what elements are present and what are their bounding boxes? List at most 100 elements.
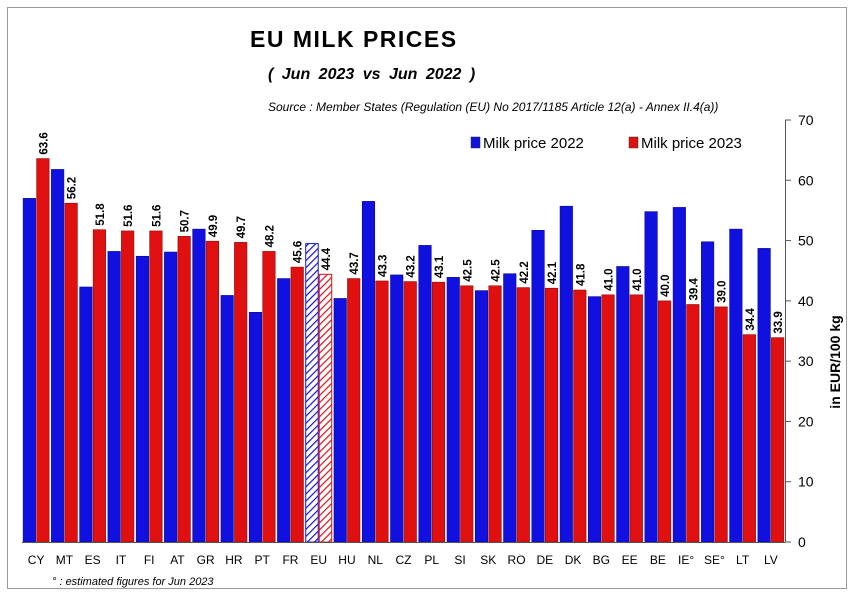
bar-2023-FI	[149, 230, 163, 543]
bar-2022-FR	[277, 278, 291, 543]
bar-2023-BG	[601, 294, 615, 543]
category-label-SE°: SE°	[704, 553, 725, 567]
category-label-IT: IT	[116, 553, 127, 567]
bar-2023-RO	[516, 287, 530, 543]
bar-2022-MT	[51, 169, 65, 543]
category-label-CZ: CZ	[396, 553, 412, 567]
bar-2022-CZ	[390, 274, 404, 543]
bar-2022-ES	[79, 286, 93, 543]
value-label-HR: 49.7	[236, 216, 248, 238]
category-label-IE°: IE°	[678, 553, 694, 567]
footnote: ° : estimated figures for Jun 2023	[52, 576, 214, 588]
bar-2022-SE°	[701, 241, 715, 543]
value-label-FR: 45.6	[293, 241, 305, 263]
value-label-GR: 49.9	[208, 215, 220, 237]
value-label-NL: 43.3	[377, 255, 389, 277]
category-label-HR: HR	[225, 553, 243, 567]
category-label-SK: SK	[480, 553, 496, 567]
bar-2022-PT	[248, 312, 263, 543]
bar-2022-BG	[588, 296, 602, 543]
category-label-BG: BG	[593, 553, 610, 567]
bar-2022-CY	[22, 198, 36, 543]
bar-2023-SI	[460, 285, 474, 543]
value-label-IE°: 39.4	[688, 277, 700, 300]
category-label-NL: NL	[368, 553, 384, 567]
category-label-EE: EE	[622, 553, 638, 567]
y-axis-title: in EUR/100 kg	[827, 315, 843, 408]
category-label-EU: EU	[310, 553, 327, 567]
category-label-AT: AT	[170, 553, 185, 567]
bar-2023-SE°	[714, 306, 728, 543]
bar-2023-ES	[92, 229, 106, 543]
bar-2022-PL	[418, 245, 432, 543]
bar-2023-EU	[318, 273, 333, 543]
bar-2023-IT	[121, 230, 135, 543]
bar-2022-SI	[446, 277, 460, 543]
y-tick-label: 10	[798, 474, 814, 490]
category-label-LT: LT	[736, 553, 750, 567]
bar-2022-SK	[474, 290, 489, 543]
bar-2023-CZ	[403, 281, 417, 543]
value-label-SI: 42.5	[462, 259, 474, 282]
value-label-CY: 63.6	[38, 132, 50, 154]
category-label-HU: HU	[338, 553, 355, 567]
value-label-SE°: 39.0	[717, 280, 729, 302]
value-label-CZ: 43.2	[406, 255, 418, 277]
bar-2023-EE	[629, 294, 643, 543]
value-label-HU: 43.7	[349, 252, 361, 274]
y-tick-label: 50	[798, 233, 814, 249]
category-label-MT: MT	[56, 553, 74, 567]
bar-2022-DK	[559, 205, 573, 543]
bar-2022-AT	[164, 251, 178, 543]
value-label-BG: 41.0	[604, 268, 616, 290]
value-label-PT: 48.2	[264, 225, 276, 247]
category-label-PL: PL	[424, 553, 439, 567]
y-tick-label: 40	[798, 293, 814, 309]
bar-2023-IE°	[686, 304, 700, 543]
bar-2023-LV	[771, 337, 785, 543]
y-tick-label: 20	[798, 413, 814, 429]
bar-2022-BE	[644, 211, 658, 543]
value-label-EU: 44.4	[321, 247, 333, 270]
bar-2023-HR	[234, 242, 248, 543]
value-label-SK: 42.5	[491, 259, 503, 282]
y-tick-label: 60	[798, 172, 814, 188]
bar-2023-LT	[742, 334, 756, 543]
bar-2022-HR	[220, 295, 234, 543]
value-label-ES: 51.8	[95, 203, 107, 226]
bar-2023-PL	[431, 281, 446, 543]
value-label-AT: 50.7	[180, 210, 192, 232]
bar-2023-HU	[347, 278, 361, 543]
legend-swatch-2023	[628, 136, 639, 149]
bar-2022-EU	[305, 243, 319, 543]
bar-2022-LT	[729, 228, 743, 543]
bar-2022-EE	[616, 266, 630, 543]
category-label-SI: SI	[454, 553, 465, 567]
bar-2022-RO	[503, 273, 517, 543]
y-tick-label: 30	[798, 353, 814, 369]
bar-2022-IE°	[672, 207, 686, 543]
chart-subtitle: ( Jun 2023 vs Jun 2022 )	[268, 66, 476, 83]
bar-2022-HU	[333, 298, 347, 543]
bar-2023-NL	[375, 280, 389, 543]
bar-2023-DK	[573, 289, 587, 543]
bar-2023-PT	[262, 251, 276, 543]
value-label-DE: 42.1	[547, 261, 559, 284]
category-label-LV: LV	[764, 553, 778, 567]
y-tick-label: 0	[798, 534, 806, 550]
bar-2023-GR	[205, 240, 219, 543]
bar-2022-LV	[757, 248, 771, 543]
chart-frame	[7, 7, 847, 589]
bar-2023-FR	[290, 266, 304, 543]
bar-2023-CY	[36, 158, 50, 543]
category-label-FI: FI	[144, 553, 155, 567]
bar-2023-SK	[488, 285, 502, 543]
value-label-MT: 56.2	[67, 177, 79, 199]
bar-2023-MT	[64, 202, 78, 543]
category-label-PT: PT	[255, 553, 271, 567]
bar-2022-DE	[531, 230, 545, 543]
category-label-GR: GR	[197, 553, 215, 567]
value-label-RO: 42.2	[519, 261, 531, 283]
value-label-PL: 43.1	[434, 255, 446, 278]
